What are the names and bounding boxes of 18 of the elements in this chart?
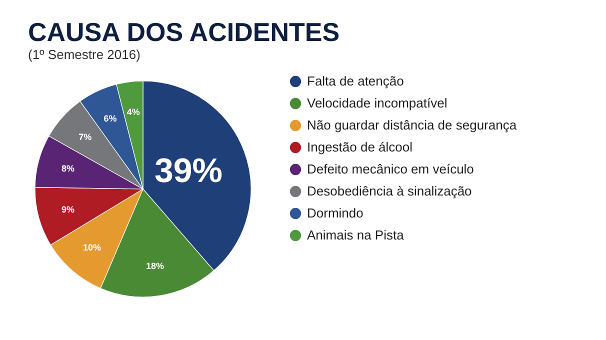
data-label: 8% — [61, 164, 74, 174]
data-label: 18% — [146, 260, 164, 271]
chart-subtitle: (1º Semestre 2016) — [28, 47, 140, 62]
data-label: 6% — [104, 113, 117, 124]
data-label: 7% — [78, 132, 92, 142]
legend-label: Velocidade incompatível — [307, 96, 448, 110]
legend-label: Não guardar distância de segurança — [307, 118, 518, 132]
legend-label: Defeito mecânico em veículo — [307, 162, 474, 176]
data-label: 10% — [82, 242, 102, 253]
data-label: 4% — [126, 106, 140, 117]
legend-label: Dormindo — [307, 206, 364, 220]
data-label: 9% — [61, 204, 74, 214]
data-label: 39% — [154, 152, 223, 190]
legend-label: Ingestão de álcool — [307, 140, 413, 154]
chart-title: CAUSA DOS ACIDENTES — [28, 17, 340, 47]
legend-label: Animais na Pista — [307, 228, 405, 242]
legend-label: Falta de atenção — [307, 74, 404, 88]
legend-label: Desobediência à sinalização — [307, 184, 472, 198]
